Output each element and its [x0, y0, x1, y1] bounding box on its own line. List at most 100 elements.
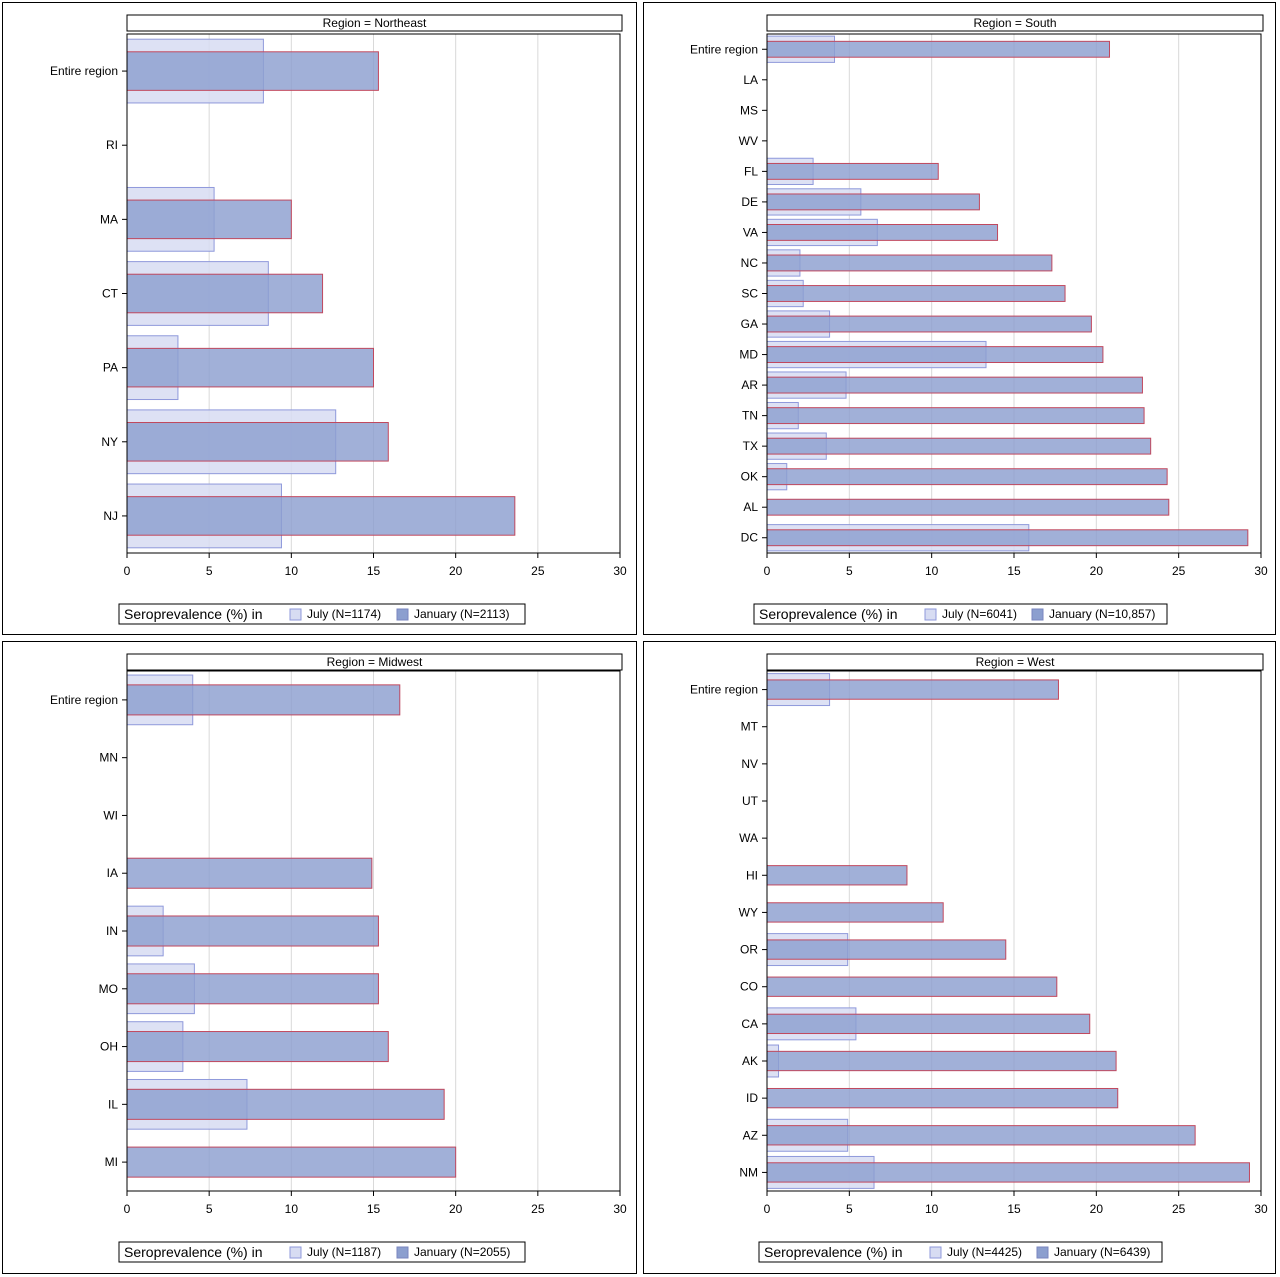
- x-tick-label: 15: [1007, 564, 1021, 578]
- bar-january: [766, 1013, 1091, 1035]
- y-tick-label: TX: [743, 439, 758, 453]
- bar-january: [766, 939, 1007, 960]
- legend-title: Seroprevalence (%) in: [124, 1244, 263, 1260]
- x-tick-label: 0: [764, 564, 771, 578]
- y-tick-label: OH: [100, 1040, 118, 1054]
- y-tick-label: MO: [99, 982, 118, 996]
- y-tick-label: MD: [739, 348, 758, 362]
- y-tick-label: MS: [740, 103, 758, 117]
- bar-january: [766, 193, 980, 211]
- bar-january: [766, 285, 1066, 302]
- x-tick-label: 20: [1090, 1202, 1104, 1216]
- legend-box: [118, 603, 526, 625]
- y-tick-label: Entire region: [690, 683, 758, 697]
- bar-january: [766, 376, 1143, 394]
- x-tick-label: 20: [449, 564, 463, 578]
- panel-title: Region = Midwest: [327, 655, 423, 669]
- bar-january: [126, 1146, 457, 1178]
- bar-january: [126, 496, 516, 536]
- legend-swatch-january: [1031, 608, 1044, 621]
- chart-west: Region = West Entire region MT NV UT WA HI WY OR…: [690, 653, 1268, 1263]
- y-tick-label: CA: [741, 1017, 758, 1031]
- panel-northeast: Region = Northeast Entire region RI MA CT PA N…: [2, 2, 637, 635]
- bar-january: [766, 529, 1249, 547]
- bar-january: [766, 254, 1053, 272]
- y-tick-label: NJ: [103, 509, 118, 523]
- bar-january: [126, 857, 373, 889]
- y-tick-label: AK: [742, 1054, 758, 1068]
- y-tick-label: IA: [107, 866, 118, 880]
- bar-january: [766, 865, 908, 886]
- y-tick-label: UT: [742, 794, 759, 808]
- x-tick-label: 0: [124, 1202, 131, 1216]
- y-tick-label: NY: [101, 435, 118, 449]
- bar-january: [126, 1031, 389, 1063]
- x-tick-label: 10: [925, 564, 939, 578]
- x-tick-label: 15: [367, 1202, 381, 1216]
- legend-box: [753, 603, 1168, 625]
- legend-label-january: January (N=2113): [414, 607, 510, 621]
- x-tick-label: 30: [1254, 1202, 1268, 1216]
- legend-title: Seroprevalence (%) in: [759, 606, 898, 622]
- bar-january: [126, 973, 379, 1005]
- legend-swatch-january: [1036, 1246, 1049, 1259]
- y-tick-label: IL: [108, 1097, 118, 1111]
- y-tick-label: DE: [741, 195, 758, 209]
- x-tick-label: 10: [285, 1202, 299, 1216]
- panel-title-box: [126, 14, 623, 32]
- y-tick-label: OK: [741, 470, 758, 484]
- bar-january: [126, 199, 292, 240]
- chart-south: Region = South Entire region LA MS WV FL DE VA N…: [690, 14, 1268, 625]
- x-tick-label: 15: [367, 564, 381, 578]
- y-tick-label: DC: [741, 531, 759, 545]
- y-tick-label: TN: [742, 409, 758, 423]
- y-tick-label: AZ: [743, 1128, 758, 1142]
- y-tick-label: WY: [739, 905, 758, 919]
- panel-title: Region = West: [976, 655, 1055, 669]
- y-tick-label: MA: [100, 212, 118, 226]
- y-tick-label: IN: [106, 924, 118, 938]
- panel-title: Region = Northeast: [323, 16, 427, 30]
- bar-january: [766, 40, 1111, 58]
- bar-january: [766, 976, 1058, 997]
- y-tick-label: NM: [739, 1165, 758, 1179]
- y-tick-label: Entire region: [50, 693, 118, 707]
- panel-title-box: [766, 14, 1264, 32]
- bar-january: [766, 1162, 1250, 1183]
- panel-midwest: Region = Midwest Entire region MN WI IA IN MO O…: [2, 641, 637, 1274]
- bar-january: [766, 162, 939, 180]
- x-tick-label: 10: [925, 1202, 939, 1216]
- y-tick-label: LA: [743, 73, 758, 87]
- y-tick-label: CO: [740, 980, 758, 994]
- x-tick-label: 20: [1090, 564, 1104, 578]
- y-tick-label: AL: [743, 500, 758, 514]
- y-tick-label: MT: [741, 720, 759, 734]
- y-tick-label: FL: [744, 164, 758, 178]
- legend-title: Seroprevalence (%) in: [764, 1244, 903, 1260]
- y-tick-label: WV: [739, 134, 758, 148]
- legend-swatch-july: [289, 1246, 302, 1259]
- bar-january: [766, 407, 1145, 425]
- bar-january: [766, 224, 999, 241]
- legend-swatch-july: [929, 1246, 942, 1259]
- x-tick-label: 25: [531, 564, 545, 578]
- legend-label-july: July (N=1174): [307, 607, 381, 621]
- x-tick-label: 5: [206, 1202, 213, 1216]
- x-tick-label: 5: [846, 564, 853, 578]
- legend-label-january: January (N=2055): [414, 1245, 510, 1259]
- legend-box: [758, 1241, 1163, 1263]
- y-tick-label: NC: [741, 256, 759, 270]
- legend-label-january: January (N=6439): [1054, 1245, 1150, 1259]
- bar-january: [766, 346, 1104, 363]
- y-tick-label: PA: [103, 361, 118, 375]
- legend: Seroprevalence (%) in July (N=4425) Januar…: [758, 1241, 1163, 1263]
- legend: Seroprevalence (%) in July (N=1187) Januar…: [118, 1241, 526, 1263]
- bar-january: [766, 1125, 1196, 1146]
- y-tick-label: CT: [102, 287, 119, 301]
- chart-northeast: Region = Northeast Entire region RI MA CT PA N…: [50, 14, 627, 625]
- x-tick-label: 5: [846, 1202, 853, 1216]
- bar-january: [766, 902, 944, 923]
- y-tick-label: SC: [741, 287, 758, 301]
- y-tick-label: RI: [106, 138, 118, 152]
- bar-january: [766, 1087, 1119, 1109]
